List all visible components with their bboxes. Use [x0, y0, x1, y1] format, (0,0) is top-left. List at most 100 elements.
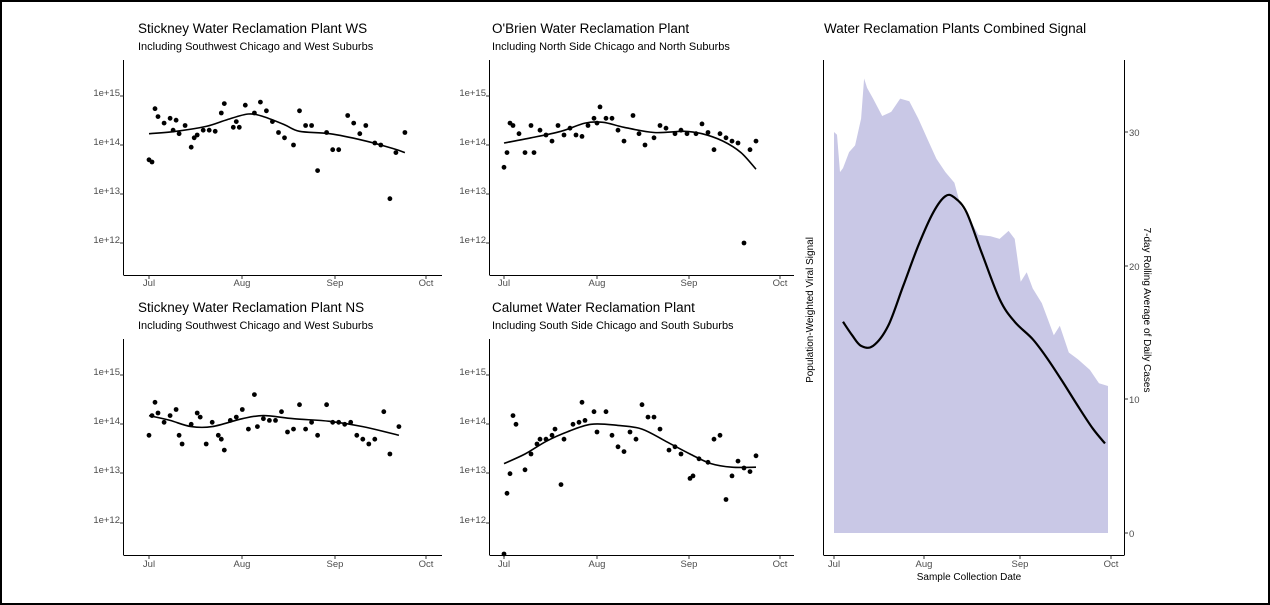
y-tick-label: 1e+14	[93, 137, 120, 148]
data-point	[705, 130, 711, 135]
panel-title: Calumet Water Reclamation Plant	[492, 300, 695, 315]
data-point	[558, 482, 564, 487]
x-tick-label: Aug	[916, 559, 933, 570]
x-tick-label: Aug	[589, 559, 606, 570]
data-point	[516, 131, 522, 137]
cases-area	[834, 78, 1108, 533]
data-point	[230, 124, 236, 130]
y-tick-label: 1e+13	[93, 186, 120, 197]
data-point	[215, 432, 221, 438]
data-point	[630, 113, 636, 118]
trend-line	[148, 113, 406, 154]
x-tick-label: Oct	[773, 559, 788, 570]
data-point	[561, 436, 567, 442]
data-point	[603, 409, 609, 415]
data-point	[279, 409, 284, 415]
data-point	[522, 150, 528, 156]
data-point	[741, 240, 747, 246]
data-point	[197, 414, 203, 420]
data-point	[579, 134, 585, 139]
data-point	[711, 436, 717, 442]
data-point	[152, 399, 158, 405]
axis-ticks: 1e+12 1e+13 1e+14 1e+15 Jul Aug Sep Oct	[93, 88, 433, 289]
data-point	[303, 426, 308, 432]
data-point	[729, 473, 735, 479]
y-tick-label: 1e+15	[93, 88, 120, 99]
data-point	[549, 432, 555, 438]
x-tick-label: Sep	[327, 278, 344, 289]
panel-title: Water Reclamation Plants Combined Signal	[824, 21, 1086, 36]
data-point	[212, 128, 218, 134]
data-point	[387, 196, 393, 202]
data-point	[176, 131, 182, 137]
data-point	[609, 432, 615, 438]
data-point	[585, 123, 591, 128]
data-point	[537, 436, 543, 442]
data-point	[315, 168, 320, 174]
data-point	[537, 127, 543, 133]
data-point	[233, 414, 239, 420]
data-point	[273, 418, 278, 423]
data-point	[657, 426, 663, 432]
data-point	[176, 432, 182, 438]
y-tick-label: 1e+13	[93, 465, 120, 476]
data-point	[549, 138, 555, 144]
y-tick-label: 1e+12	[459, 235, 486, 246]
y-tick-label: 1e+12	[93, 235, 120, 246]
y-axis-title: Population-Weighted Viral Signal	[805, 237, 816, 383]
data-point	[651, 135, 657, 141]
data-point	[146, 432, 152, 438]
x-tick-label: Jul	[498, 278, 510, 289]
plot-area	[120, 339, 442, 559]
data-point	[528, 451, 534, 457]
y-tick-label: 1e+14	[459, 137, 486, 148]
data-point	[324, 402, 329, 408]
data-point	[747, 147, 753, 153]
data-point	[735, 140, 741, 146]
x-tick-label: Sep	[327, 559, 344, 570]
viral-signal-line	[842, 193, 1106, 445]
data-point	[510, 123, 516, 128]
data-point	[276, 130, 281, 135]
data-point	[690, 473, 696, 479]
data-point	[666, 447, 672, 453]
data-point	[291, 426, 296, 432]
plot-area	[823, 60, 1128, 559]
trend-line	[148, 414, 400, 437]
data-point	[161, 419, 167, 425]
data-point	[501, 164, 507, 170]
x-tick-label: Aug	[589, 278, 606, 289]
data-point	[579, 399, 585, 405]
y-tick-label: 1e+15	[459, 88, 486, 99]
data-point	[753, 138, 759, 144]
data-point	[203, 441, 209, 447]
data-point	[615, 444, 621, 450]
data-point	[576, 419, 582, 425]
data-point	[636, 131, 642, 137]
data-point	[182, 123, 188, 128]
data-point	[597, 104, 603, 110]
data-point	[735, 458, 741, 464]
data-point	[282, 135, 287, 141]
y-tick-label: 1e+12	[459, 515, 486, 526]
data-point	[651, 414, 657, 420]
data-point	[242, 102, 248, 108]
y-tick-label: 1e+12	[93, 515, 120, 526]
data-point	[372, 436, 378, 442]
axis-ticks: 1e+12 1e+13 1e+14 1e+15 Jul Aug Sep Oct	[93, 367, 433, 570]
data-point	[621, 138, 627, 144]
y2-tick-label: 30	[1129, 128, 1140, 139]
data-point	[366, 441, 372, 447]
data-point	[657, 123, 663, 128]
data-point	[167, 115, 173, 121]
data-point	[267, 418, 272, 423]
panel-obrien: O'Brien Water Reclamation Plant Includin…	[459, 21, 787, 289]
x-tick-label: Sep	[681, 278, 698, 289]
panel-combined: Water Reclamation Plants Combined Signal…	[805, 21, 1152, 583]
data-point	[729, 138, 735, 144]
data-point	[152, 106, 158, 112]
data-point	[381, 409, 387, 415]
data-point	[561, 132, 567, 138]
